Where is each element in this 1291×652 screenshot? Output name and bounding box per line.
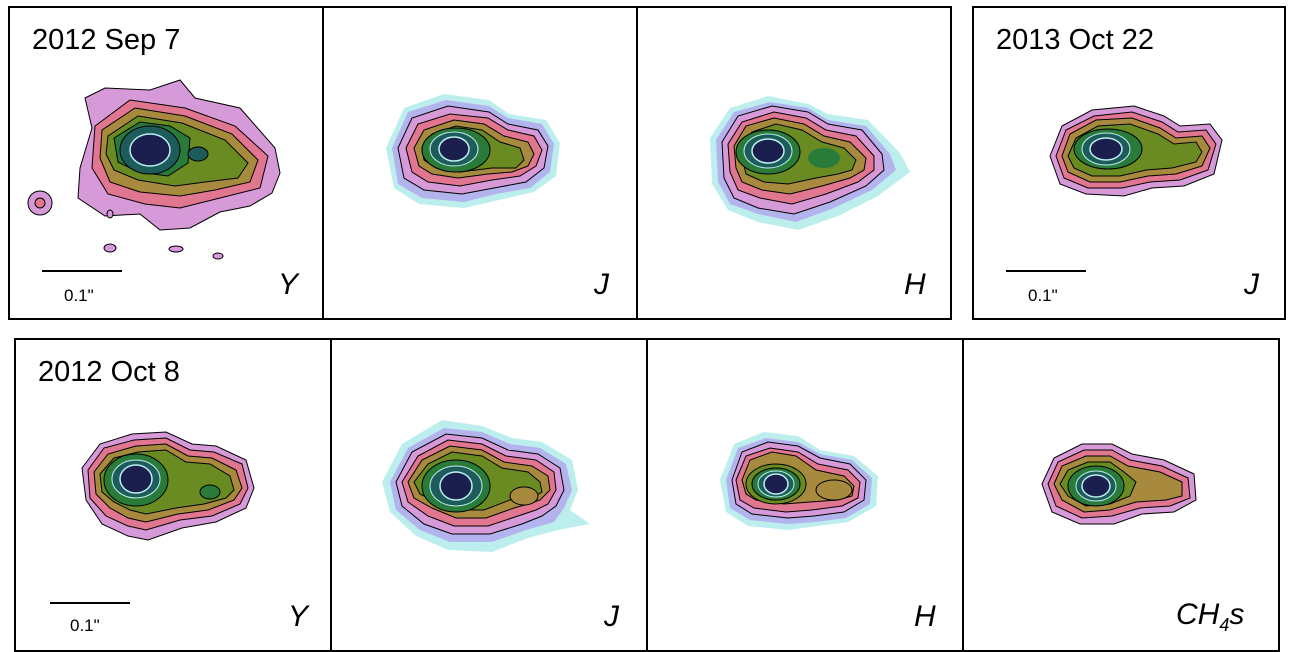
scale-label: 0.1" bbox=[64, 286, 94, 305]
panel-band: J bbox=[1244, 268, 1259, 301]
scale-bar bbox=[1006, 270, 1086, 272]
band-tail: s bbox=[1229, 598, 1245, 631]
panel-band: J bbox=[594, 268, 609, 301]
panel-sep7-h: H bbox=[636, 6, 952, 320]
contour-blob bbox=[27, 79, 281, 260]
panel-band: CH4s bbox=[1176, 598, 1244, 636]
panel-band: Y bbox=[288, 600, 309, 633]
scale-label: 0.1" bbox=[1028, 286, 1058, 305]
contour-blob bbox=[81, 431, 255, 541]
contour-plot bbox=[386, 94, 560, 208]
panel-date: 2012 Sep 7 bbox=[32, 24, 181, 56]
panel-band: Y bbox=[278, 268, 299, 301]
contour-plot bbox=[710, 96, 910, 230]
contour-plot bbox=[27, 79, 281, 260]
panel-oct8-ch4s: CH4s bbox=[962, 338, 1280, 652]
contour-plot bbox=[382, 420, 590, 552]
contour-blob bbox=[386, 94, 560, 208]
contour-blob bbox=[382, 420, 590, 552]
panel-sep7-j: J bbox=[322, 6, 638, 320]
contour-plot bbox=[720, 432, 878, 530]
panel-oct8-y: 2012 Oct 8 0.1" Y bbox=[14, 338, 332, 652]
panel-sep7-y: 2012 Sep 7 0.1" Y bbox=[8, 6, 324, 320]
panel-band: H bbox=[914, 600, 936, 633]
contour-plot bbox=[1041, 443, 1197, 525]
panel-band: J bbox=[604, 600, 619, 633]
contour-plot bbox=[1049, 105, 1223, 197]
contour-blob bbox=[1049, 105, 1223, 197]
contour-blob bbox=[710, 96, 910, 230]
scale-bar bbox=[50, 602, 130, 604]
contour-plot bbox=[81, 431, 255, 541]
band-main: CH bbox=[1176, 598, 1220, 631]
panel-oct22-j: 2013 Oct 22 0.1" J bbox=[972, 6, 1286, 320]
scale-bar bbox=[42, 270, 122, 272]
panel-oct8-h: H bbox=[646, 338, 964, 652]
panel-date: 2013 Oct 22 bbox=[996, 24, 1154, 56]
panel-oct8-j: J bbox=[330, 338, 648, 652]
band-sub: 4 bbox=[1219, 615, 1230, 635]
contour-blob bbox=[1041, 443, 1197, 525]
scale-label: 0.1" bbox=[70, 616, 100, 635]
panel-date: 2012 Oct 8 bbox=[38, 356, 180, 388]
contour-blob bbox=[720, 432, 878, 530]
panel-band: H bbox=[904, 268, 926, 301]
